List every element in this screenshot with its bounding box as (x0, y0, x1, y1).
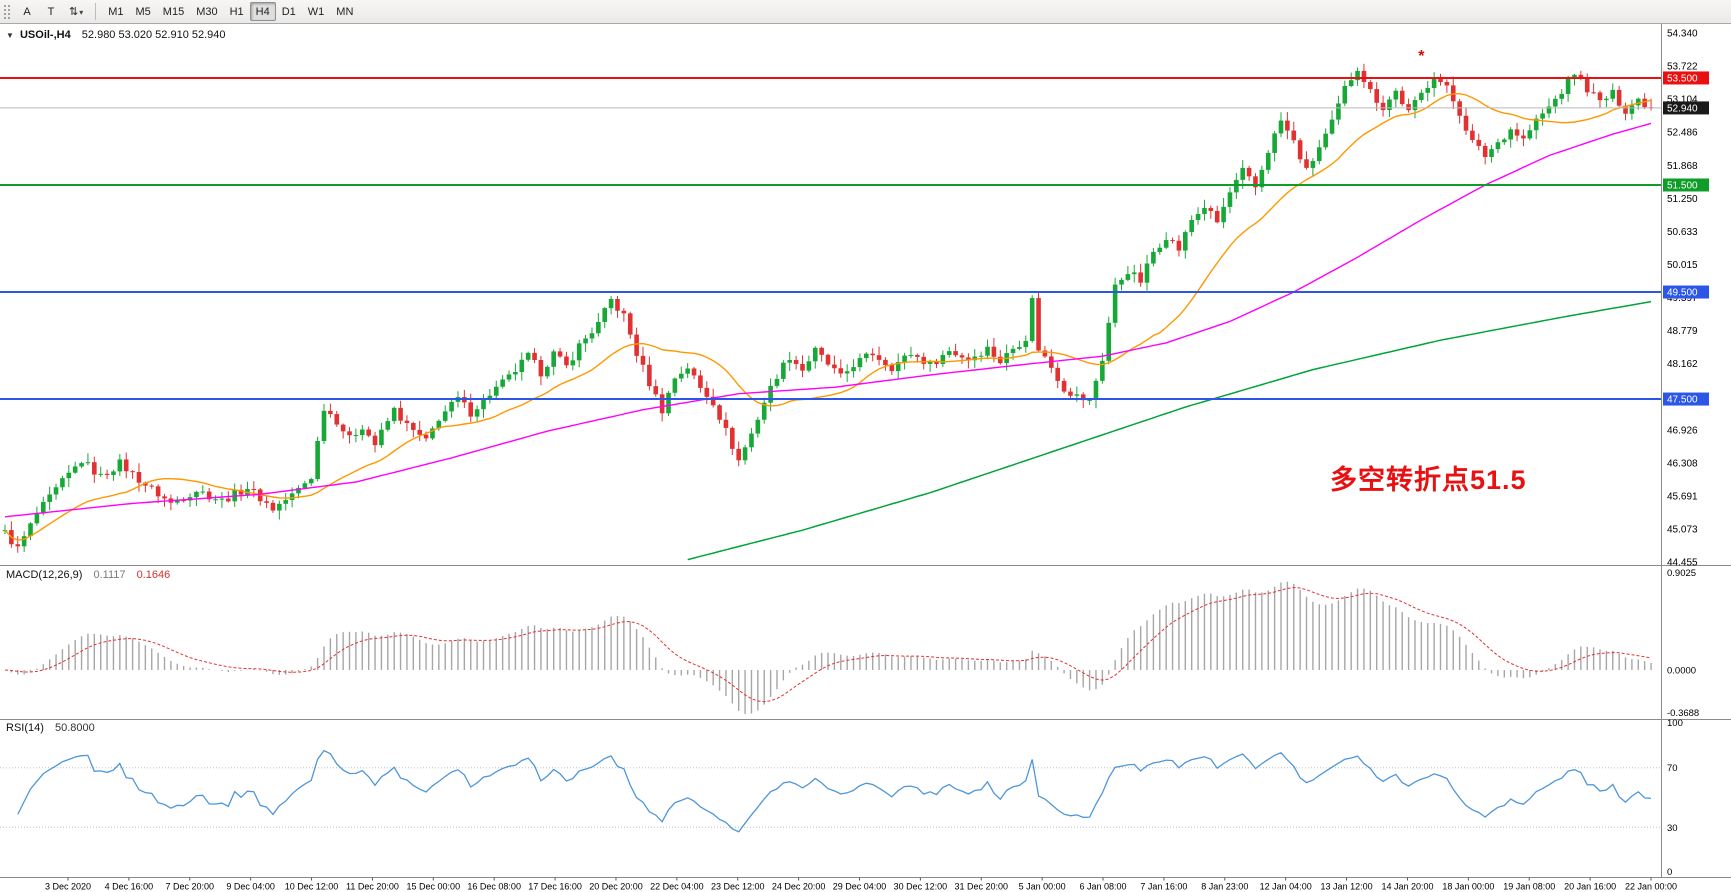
svg-text:49.397: 49.397 (1667, 293, 1698, 304)
time-axis[interactable]: 3 Dec 2020 4 Dec 16:00 7 Dec 20:00 9 Dec 04… (45, 877, 1677, 892)
svg-text:24 Dec 20:00: 24 Dec 20:00 (772, 882, 826, 892)
svg-text:7 Jan 16:00: 7 Jan 16:00 (1140, 882, 1187, 892)
star-marker: * (1418, 48, 1425, 65)
svg-text:53.722: 53.722 (1667, 62, 1698, 73)
svg-text:46.926: 46.926 (1667, 425, 1698, 436)
chart-shift-button[interactable]: ⇅▾ (63, 2, 89, 21)
rsi-axis-label: 30 (1667, 823, 1678, 834)
svg-text:53.104: 53.104 (1667, 95, 1698, 106)
svg-text:48.162: 48.162 (1667, 359, 1698, 370)
svg-text:44.455: 44.455 (1667, 558, 1698, 569)
svg-text:8 Jan 23:00: 8 Jan 23:00 (1201, 882, 1248, 892)
timeframe-button-m1[interactable]: M1 (102, 2, 129, 21)
svg-text:16 Dec 08:00: 16 Dec 08:00 (467, 882, 521, 892)
svg-text:20 Dec 20:00: 20 Dec 20:00 (589, 882, 643, 892)
timeframe-button-h4[interactable]: H4 (249, 2, 276, 22)
svg-text:19 Jan 08:00: 19 Jan 08:00 (1503, 882, 1555, 892)
svg-text:3 Dec 2020: 3 Dec 2020 (45, 882, 91, 892)
macd-axis-label: -0.3688 (1667, 708, 1699, 719)
macd-axis-label: 0.0000 (1667, 666, 1696, 677)
timeframe-button-m5[interactable]: M5 (130, 2, 157, 21)
toolbar-separator (95, 3, 97, 20)
svg-text:50.633: 50.633 (1667, 227, 1698, 238)
rsi-axis-label: 0 (1667, 867, 1672, 878)
svg-text:29 Dec 04:00: 29 Dec 04:00 (833, 882, 887, 892)
svg-text:18 Jan 00:00: 18 Jan 00:00 (1442, 882, 1494, 892)
timeframe-button-m15[interactable]: M15 (157, 2, 190, 21)
svg-text:47.500: 47.500 (1667, 395, 1698, 406)
svg-text:51.500: 51.500 (1667, 180, 1698, 191)
svg-text:50.015: 50.015 (1667, 260, 1698, 271)
svg-text:31 Dec 20:00: 31 Dec 20:00 (954, 882, 1008, 892)
auto-scroll-button[interactable]: A (15, 2, 39, 21)
rsi-line (17, 749, 1652, 833)
macd-histogram (10, 581, 1652, 714)
horizontal-level-lines[interactable] (0, 76, 1662, 401)
timeframe-button-mn[interactable]: MN (330, 2, 359, 21)
svg-text:49.500: 49.500 (1667, 288, 1698, 299)
svg-text:45.073: 45.073 (1667, 524, 1698, 535)
svg-text:51.250: 51.250 (1667, 194, 1698, 205)
svg-text:12 Jan 04:00: 12 Jan 04:00 (1260, 882, 1312, 892)
svg-text:52.486: 52.486 (1667, 128, 1698, 139)
ma-mid-line (4, 122, 1652, 518)
toolbar-grip[interactable] (3, 3, 10, 20)
ma-slow-line (687, 300, 1652, 561)
svg-text:52.940: 52.940 (1667, 103, 1698, 114)
svg-text:6 Jan 08:00: 6 Jan 08:00 (1080, 882, 1127, 892)
candlestick-series (2, 63, 1654, 553)
timeframe-button-w1[interactable]: W1 (302, 2, 331, 21)
svg-text:15 Dec 00:00: 15 Dec 00:00 (407, 882, 461, 892)
svg-text:5 Jan 00:00: 5 Jan 00:00 (1019, 882, 1066, 892)
svg-text:10 Dec 12:00: 10 Dec 12:00 (285, 882, 339, 892)
timeframe-button-h1[interactable]: H1 (224, 2, 250, 21)
rsi-axis-label: 70 (1667, 763, 1678, 774)
text-cursor-button[interactable]: T (39, 2, 63, 21)
main-toolbar: A T ⇅▾ M1 M5 M15 M30 H1 H4 D1 W1 MN (0, 0, 1731, 24)
svg-text:23 Dec 12:00: 23 Dec 12:00 (711, 882, 765, 892)
macd-axis-label: 0.9025 (1667, 568, 1696, 579)
svg-text:13 Jan 12:00: 13 Jan 12:00 (1321, 882, 1373, 892)
collapse-chart-icon[interactable]: ▼ (6, 31, 14, 40)
chart-canvas[interactable]: * 54.340 53.722 53.104 52.486 51.868 51.250 50.… (0, 24, 1731, 892)
rsi-axis-label: 100 (1667, 718, 1683, 729)
svg-text:45.691: 45.691 (1667, 491, 1698, 502)
ma-fast-line (4, 92, 1652, 541)
svg-text:9 Dec 04:00: 9 Dec 04:00 (226, 882, 275, 892)
macd-signal-line (4, 586, 1652, 703)
svg-text:46.308: 46.308 (1667, 458, 1698, 469)
svg-text:22 Dec 04:00: 22 Dec 04:00 (650, 882, 704, 892)
dropdown-caret-icon: ▾ (79, 7, 84, 17)
timeframe-button-d1[interactable]: D1 (276, 2, 302, 21)
svg-text:48.779: 48.779 (1667, 326, 1698, 337)
svg-text:20 Jan 16:00: 20 Jan 16:00 (1564, 882, 1616, 892)
svg-text:7 Dec 20:00: 7 Dec 20:00 (165, 882, 214, 892)
svg-text:22 Jan 00:00: 22 Jan 00:00 (1625, 882, 1677, 892)
svg-text:51.868: 51.868 (1667, 161, 1698, 172)
svg-text:30 Dec 12:00: 30 Dec 12:00 (894, 882, 948, 892)
timeframe-button-m30[interactable]: M30 (190, 2, 223, 21)
svg-text:53.500: 53.500 (1667, 73, 1698, 84)
svg-text:4 Dec 16:00: 4 Dec 16:00 (105, 882, 154, 892)
svg-text:14 Jan 20:00: 14 Jan 20:00 (1381, 882, 1433, 892)
price-axis[interactable]: 54.340 53.722 53.104 52.486 51.868 51.250 50.6… (1663, 29, 1709, 569)
svg-text:54.340: 54.340 (1667, 29, 1698, 40)
svg-text:11 Dec 20:00: 11 Dec 20:00 (346, 882, 399, 892)
svg-text:17 Dec 16:00: 17 Dec 16:00 (528, 882, 582, 892)
